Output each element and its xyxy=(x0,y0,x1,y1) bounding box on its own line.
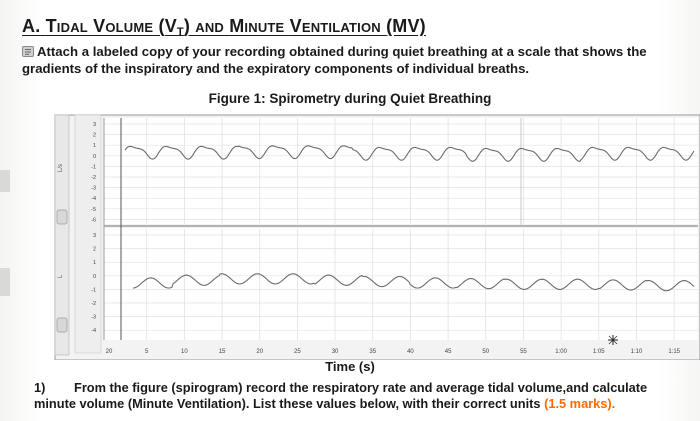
x-tick-label: 5 xyxy=(145,349,149,355)
y-tick-label: 0 xyxy=(93,154,96,160)
channel-sidebar xyxy=(54,114,70,356)
y-tick-label: 3 xyxy=(93,122,96,128)
instruction-text: Attach a labeled copy of your recording … xyxy=(22,44,647,76)
note-icon xyxy=(22,46,34,57)
x-tick-label: 45 xyxy=(445,349,452,355)
y-tick-label: -3 xyxy=(91,186,96,192)
x-tick-label: 20 xyxy=(256,349,263,355)
y-tick-label: -1 xyxy=(91,287,96,293)
y-tick-label: -4 xyxy=(91,196,96,202)
x-tick-label: 40 xyxy=(407,349,414,355)
y-tick-label: -2 xyxy=(91,301,96,307)
y-tick-label: 1 xyxy=(93,260,96,266)
bottom-y-ticks: 3 2 1 0 -1 -2 -3 -4 xyxy=(91,233,96,334)
section-title: A. Tidal Volume (VT) and Minute Ventilat… xyxy=(22,16,426,38)
bottom-plot-area xyxy=(104,228,698,340)
y-tick-label: -4 xyxy=(91,328,96,334)
volume-trace xyxy=(133,273,695,292)
top-plot-grid xyxy=(104,118,698,224)
y-tick-label: 2 xyxy=(93,247,96,253)
figure-caption: Figure 1: Spirometry during Quiet Breath… xyxy=(208,91,492,106)
margin-marker xyxy=(0,268,10,296)
x-tick-label: 20 xyxy=(106,349,113,355)
cursor-icon xyxy=(608,335,618,345)
x-axis-ticks: 20 5 10 15 20 25 30 35 40 45 50 55 1:00 1:05 1:10 1:15 xyxy=(106,349,681,355)
channel-sidebar-controls xyxy=(56,209,68,333)
y-tick-label: -5 xyxy=(91,207,96,213)
y-tick-label: -2 xyxy=(91,175,96,181)
x-axis-label: Time (s) xyxy=(325,359,375,374)
margin-marker xyxy=(0,170,10,192)
x-tick-label: 1:15 xyxy=(668,349,680,355)
top-plot-area xyxy=(104,118,698,224)
x-tick-label: 35 xyxy=(369,349,376,355)
x-tick-label: 30 xyxy=(332,349,339,355)
channel-control-button[interactable] xyxy=(56,317,68,333)
question-text: 1) From the figure (spirogram) record the… xyxy=(34,380,648,411)
x-tick-label: 1:10 xyxy=(631,349,643,355)
y-tick-label: -1 xyxy=(91,164,96,170)
y-tick-label: 2 xyxy=(93,133,96,139)
x-tick-label: 25 xyxy=(294,349,301,355)
x-tick-label: 1:00 xyxy=(555,349,567,355)
y-tick-label: -3 xyxy=(91,315,96,321)
x-tick-label: 50 xyxy=(482,349,489,355)
y-tick-label: 3 xyxy=(93,233,96,239)
y-tick-label: -6 xyxy=(91,217,96,223)
x-tick-label: 15 xyxy=(219,349,226,355)
x-tick-label: 1:05 xyxy=(593,349,605,355)
y-tick-label: 0 xyxy=(93,274,96,280)
flow-trace xyxy=(124,145,695,162)
x-tick-label: 55 xyxy=(520,349,527,355)
bottom-plot-grid xyxy=(104,229,698,340)
channel-label: L xyxy=(58,274,64,278)
channel-control-button[interactable] xyxy=(56,209,68,225)
y-axis-strip xyxy=(74,114,102,354)
x-tick-label: 10 xyxy=(181,349,188,355)
top-y-ticks: 3 2 1 0 -1 -2 -3 -4 -5 -6 xyxy=(91,122,96,223)
y-tick-label: 1 xyxy=(93,143,96,149)
channel-label: L/s xyxy=(58,164,64,172)
